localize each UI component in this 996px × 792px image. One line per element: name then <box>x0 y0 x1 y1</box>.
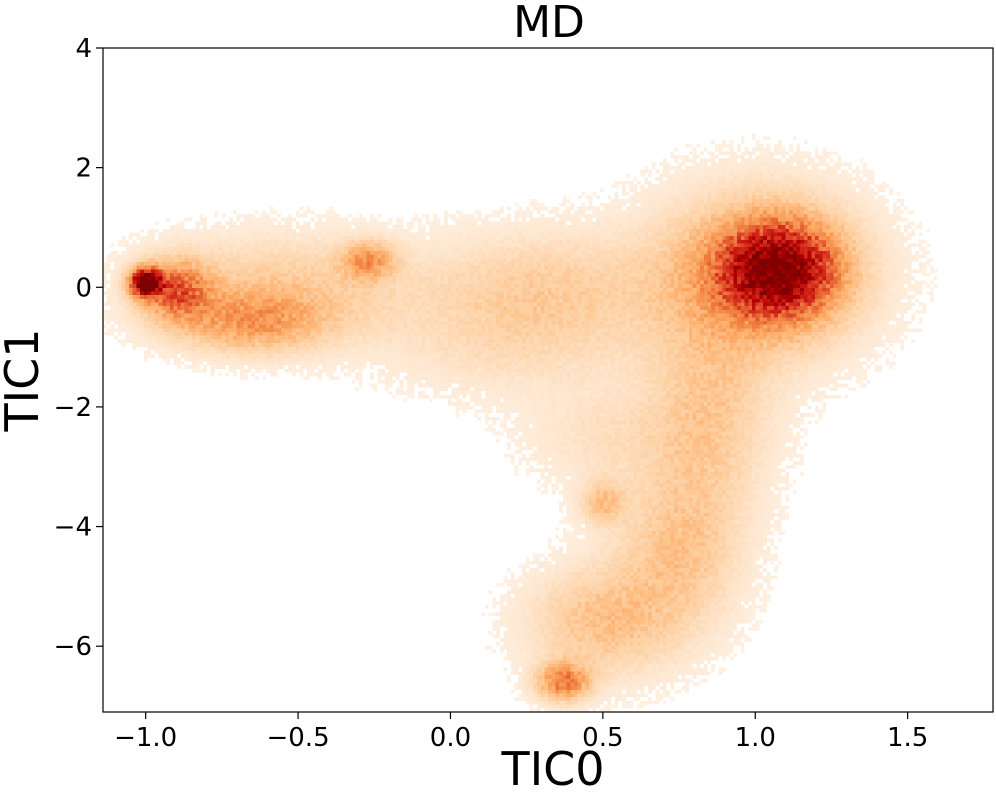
y-axis-title: TIC1 <box>0 328 49 432</box>
x-tick-label: 0.5 <box>582 723 623 753</box>
x-tick-label: −1.0 <box>114 723 177 753</box>
y-tick-label: 0 <box>75 273 92 303</box>
plot-frame <box>102 47 994 713</box>
x-tick-label: 1.0 <box>735 723 776 753</box>
x-tick-label: 0.0 <box>430 723 471 753</box>
y-tick-label: 2 <box>75 154 92 184</box>
y-tick-label: 4 <box>75 34 92 64</box>
y-tick-label: −2 <box>54 393 92 423</box>
y-axis: 4 2 0 −2 −4 −6 <box>54 34 103 662</box>
x-tick-label: 1.5 <box>887 723 928 753</box>
chart-title: MD <box>513 0 585 48</box>
x-axis: −1.0 −0.5 0.0 0.5 1.0 1.5 <box>114 712 928 753</box>
x-axis-title: TIC0 <box>500 742 604 792</box>
y-tick-label: −4 <box>54 513 92 543</box>
x-tick-label: −0.5 <box>266 723 329 753</box>
y-tick-label: −6 <box>54 632 92 662</box>
density-heatmap <box>103 48 993 712</box>
